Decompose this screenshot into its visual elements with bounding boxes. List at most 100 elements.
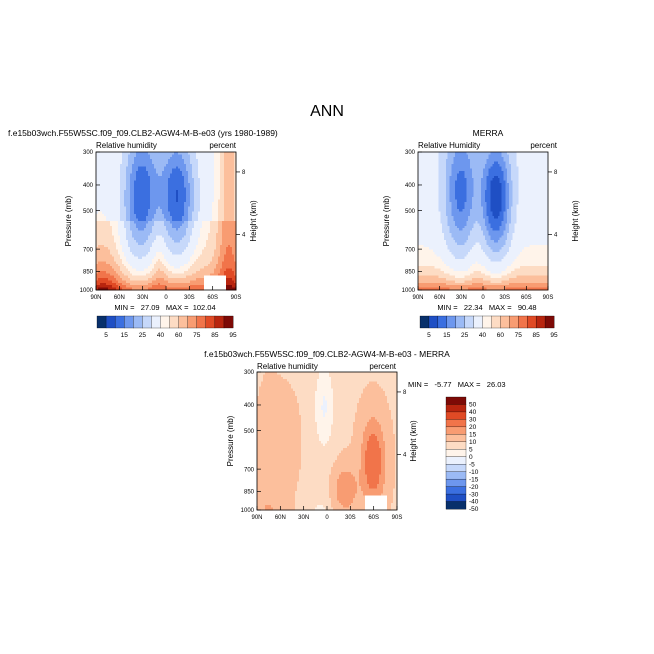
panel1-cell xyxy=(178,201,181,205)
panel2-cell xyxy=(527,166,530,169)
panel1-cell xyxy=(140,285,143,288)
panel1-cell xyxy=(186,204,189,208)
panel2-cell xyxy=(507,156,510,160)
panel1-cell xyxy=(162,154,165,158)
panel2-cell xyxy=(512,173,515,177)
panel2-cell xyxy=(473,166,476,169)
panel1-cell xyxy=(156,192,159,196)
panel1-cell xyxy=(180,197,183,200)
panel2-cell xyxy=(514,159,517,162)
panel1-cell xyxy=(186,209,189,212)
panel1-cell xyxy=(212,192,215,196)
panel2-cell xyxy=(434,163,437,167)
panel1-cell xyxy=(136,178,139,181)
panel1-cell xyxy=(202,156,205,160)
panel1-cell xyxy=(186,168,189,172)
panel1-cell xyxy=(130,192,133,196)
panel2-cell xyxy=(425,161,428,165)
panel2-cell xyxy=(440,180,443,184)
panel2-cell xyxy=(510,161,514,165)
panel1-cell xyxy=(152,247,155,250)
panel1-cell xyxy=(210,211,213,215)
panel1-cell xyxy=(96,173,99,177)
panel1-cell xyxy=(112,287,115,291)
panel1-cell xyxy=(228,242,231,246)
panel1-cell xyxy=(96,223,99,227)
panel1-cell xyxy=(134,197,137,200)
panel1-cell xyxy=(158,213,161,217)
panel1-cell xyxy=(188,211,191,215)
panel1-cell xyxy=(220,187,223,191)
panel1-cell xyxy=(132,159,135,162)
panel1-cell xyxy=(160,185,163,188)
panel1-cell xyxy=(224,230,227,234)
panel0-ytick-label: 1000 xyxy=(80,288,94,294)
panel1-cell xyxy=(172,154,175,158)
panel1-cell xyxy=(198,268,201,272)
panel1-cell xyxy=(226,256,229,260)
panel1-cell xyxy=(216,159,219,162)
panel1-cell xyxy=(108,201,111,205)
panel2-cell xyxy=(440,171,443,174)
panel1-cell xyxy=(124,187,127,191)
panel1-cell xyxy=(180,187,183,191)
panel2-cell xyxy=(505,171,508,174)
panel2-cell xyxy=(540,166,543,169)
panel1-cell xyxy=(154,273,157,277)
panel1-cell xyxy=(196,254,199,257)
panel1-cell xyxy=(128,280,131,284)
panel2-cell xyxy=(419,159,423,162)
panel1-cell xyxy=(110,280,113,284)
panel1-cell xyxy=(186,159,189,162)
panel1-cell xyxy=(220,204,223,208)
panel1-cell xyxy=(220,230,223,234)
panel1-cell xyxy=(170,225,173,229)
panel1-cell xyxy=(214,285,217,288)
panel1-cell xyxy=(142,206,145,210)
panel1-cell xyxy=(132,223,135,227)
panel2-cell xyxy=(490,178,493,181)
panel1-cell xyxy=(212,211,215,215)
panel2-cell xyxy=(442,156,445,160)
panel1-cell xyxy=(102,287,105,291)
panel2-cell xyxy=(429,161,432,165)
panel1-cell xyxy=(116,159,119,162)
panel1-cell xyxy=(224,178,227,181)
panel1-cell xyxy=(114,278,117,281)
panel1-cell xyxy=(148,268,151,272)
panel1-cell xyxy=(130,261,133,265)
panel2-cell xyxy=(421,166,424,169)
panel1-cell xyxy=(158,237,161,241)
panel1-cell xyxy=(234,223,237,227)
panel1-cell xyxy=(140,278,143,281)
panel1-cell xyxy=(100,168,103,172)
panel1-cell xyxy=(104,218,107,222)
panel2-cell xyxy=(518,171,521,174)
panel1-cell xyxy=(192,256,195,260)
panel1-cell xyxy=(200,259,203,262)
panel1-cell xyxy=(126,251,129,255)
panel1-cell xyxy=(122,171,125,174)
panel1-cell xyxy=(194,273,197,277)
panel1-cell xyxy=(136,282,139,286)
panel1-cell xyxy=(218,213,221,217)
panel1-cell xyxy=(104,247,107,250)
panel1-cell xyxy=(224,251,227,255)
panel2-cell xyxy=(436,175,439,179)
panel1-cell xyxy=(110,270,113,274)
panel1-cell xyxy=(220,261,223,265)
panel1-cell xyxy=(178,225,181,229)
panel1-cell xyxy=(118,270,121,274)
panel2-cell xyxy=(473,175,476,179)
panel1-cell xyxy=(166,247,169,250)
panel2-cell xyxy=(429,152,432,155)
panel1-cell xyxy=(138,216,141,219)
panel1-cell xyxy=(218,166,221,169)
panel1-cell xyxy=(206,221,209,224)
panel1-cell xyxy=(196,201,199,205)
panel1-cell xyxy=(136,221,139,224)
panel1-cell xyxy=(124,159,127,162)
panel1-cell xyxy=(96,204,99,208)
panel1-cell xyxy=(202,266,205,269)
panel1-cell xyxy=(202,232,205,236)
